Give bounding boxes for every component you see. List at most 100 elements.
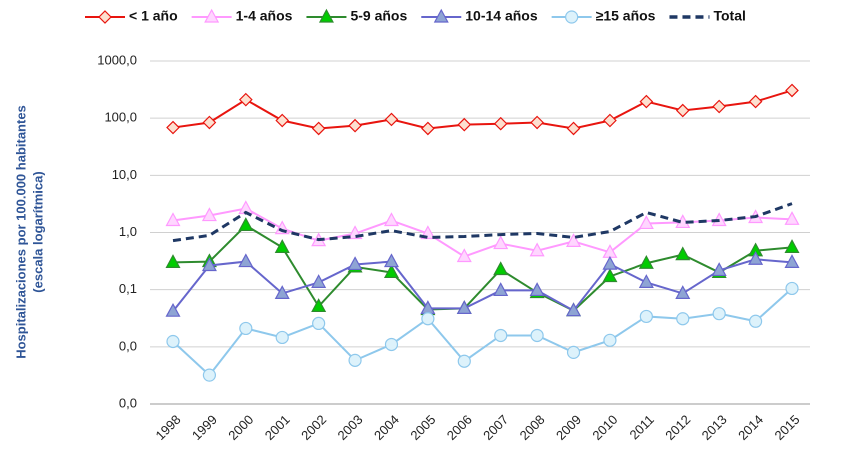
marker [566,345,581,359]
marker [384,112,399,127]
x-tick-label: 2014 [735,412,766,443]
x-tick-label: 1999 [189,412,220,443]
marker [456,248,472,263]
x-tick-label: 2003 [335,412,366,443]
marker [603,333,617,347]
marker [383,264,399,279]
marker [456,300,472,315]
marker [711,262,727,277]
x-tick-label: 2010 [589,412,620,443]
marker [238,217,254,232]
y-tick-label: 0,1 [119,281,137,296]
marker [348,353,362,367]
marker [675,285,691,300]
legend-label: < 1 año [129,8,178,24]
x-tick-label: 2012 [662,412,693,443]
legend-item: < 1 año [85,8,178,24]
x-tick-label: 2006 [444,412,475,443]
marker [566,233,582,247]
legend-item: Total [669,8,746,24]
marker [493,116,508,131]
marker [421,121,435,136]
marker [239,321,253,336]
marker [311,121,326,136]
series-line [172,287,793,377]
legend-label: ≥15 años [596,8,656,24]
x-tick-label: 2013 [699,412,730,443]
marker [201,207,217,222]
x-tick-label: 2015 [771,412,802,443]
marker [493,235,509,250]
marker [347,256,363,271]
marker [639,309,653,324]
marker [602,255,618,270]
marker [275,330,289,345]
legend-item: 10-14 años [421,8,538,24]
y-tick-label: 1,0 [119,224,137,239]
marker [785,281,799,296]
marker [602,268,618,283]
legend-label: 1-4 años [236,8,293,24]
x-tick-label: 2001 [262,412,293,443]
x-tick-label: 2008 [517,412,548,443]
marker [530,328,544,343]
y-label-line: Hospitalizaciones por 100.000 habitantes [13,105,28,359]
marker [676,312,690,326]
marker [166,334,180,349]
marker [165,254,181,268]
marker [748,94,763,109]
marker [494,328,508,343]
marker [165,212,181,227]
marker [433,8,449,23]
marker [204,8,220,23]
marker [312,316,326,330]
marker [457,354,471,368]
x-tick-label: 2002 [298,412,329,443]
marker [565,10,579,24]
y-tick-label: 10,0 [112,167,137,182]
y-tick-label: 0,0 [119,338,137,353]
y-tick-label: 0,0 [119,395,137,410]
x-tick-label: 1998 [152,412,183,443]
x-tick-label: 2004 [371,412,402,443]
marker [421,312,435,326]
legend-label: 5-9 años [350,8,407,24]
marker [748,314,763,328]
marker [603,113,617,128]
legend-item: ≥15 años [551,8,656,24]
marker [318,8,334,23]
legend-label: 10-14 años [465,8,538,24]
marker [675,103,690,118]
y-tick-label: 100,0 [104,110,137,125]
marker [530,115,544,130]
series-line [172,258,793,312]
marker [238,253,254,268]
marker [529,242,545,257]
legend-item: 5-9 años [306,8,407,24]
y-axis-title: Hospitalizaciones por 100.000 habitantes… [13,105,45,359]
y-label-line: (escala logarítmica) [30,171,45,292]
marker [638,215,654,230]
marker [275,113,290,128]
marker [712,307,726,321]
marker [165,302,181,317]
legend-label: Total [713,8,745,24]
x-tick-label: 2007 [480,412,511,443]
marker [311,274,327,289]
marker [638,274,654,289]
marker [784,239,800,253]
marker [493,282,509,297]
marker [784,211,800,225]
legend-item: 1-4 años [191,8,293,24]
marker [202,368,217,382]
marker [98,10,112,24]
marker [785,83,799,98]
marker [383,253,399,268]
x-tick-label: 2000 [225,412,256,443]
y-tick-label: 1000,0 [97,52,137,67]
marker [638,254,654,269]
series-line [172,89,793,130]
marker [274,239,290,253]
marker [383,212,399,227]
